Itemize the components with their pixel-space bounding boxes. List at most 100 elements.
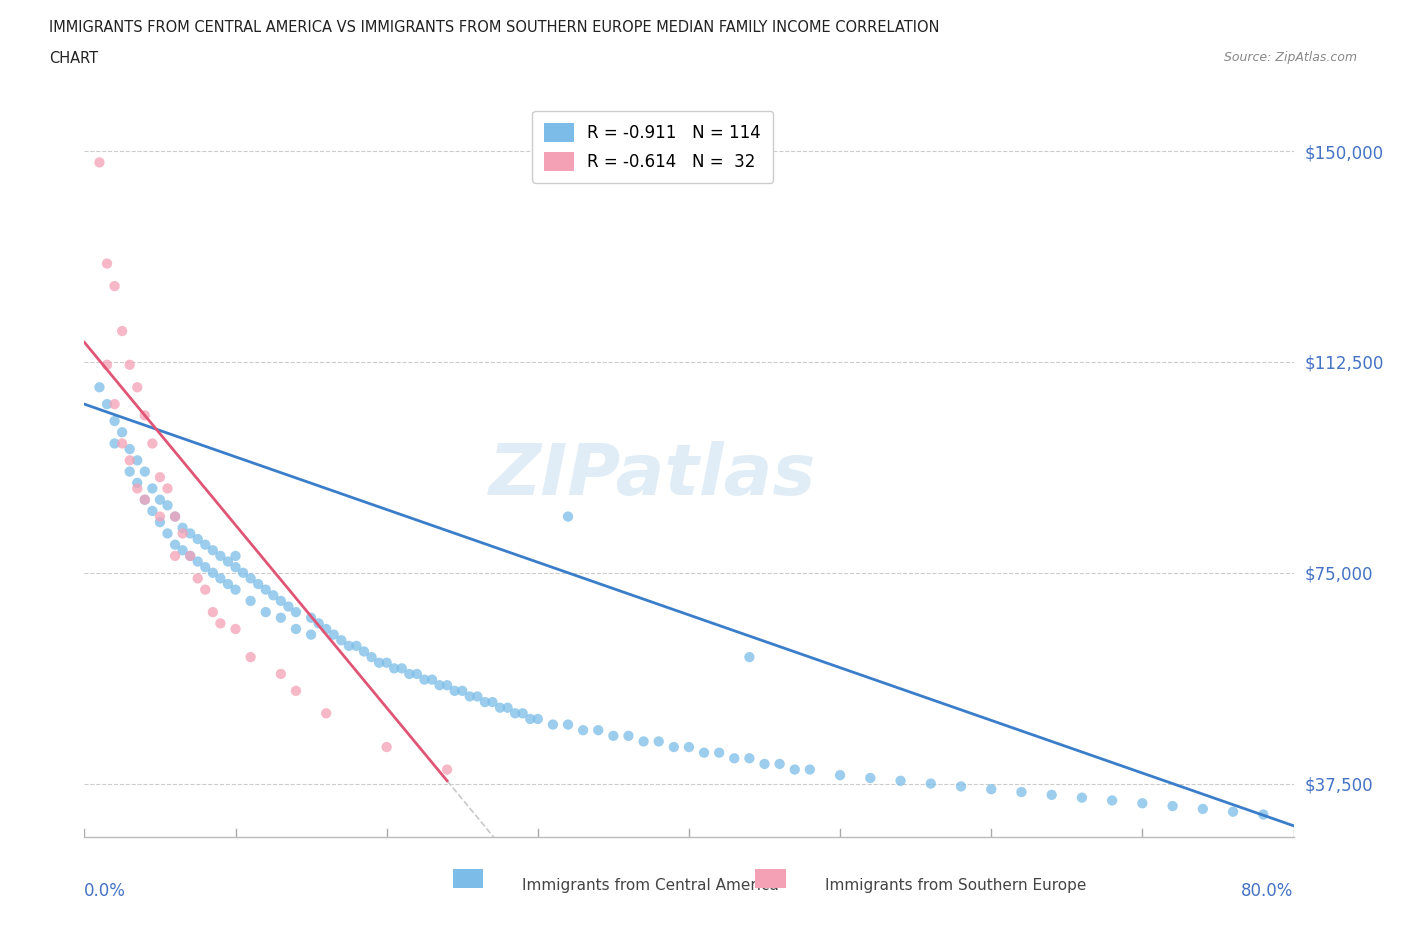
Point [315, 621, 337, 636]
Point [104, 279, 127, 294]
Point [232, 565, 254, 580]
Point [201, 565, 224, 580]
Point [1222, 804, 1244, 819]
Point [769, 756, 792, 771]
Point [420, 672, 443, 687]
Point [225, 549, 247, 564]
Point [353, 644, 375, 659]
Point [149, 514, 172, 529]
Point [346, 638, 368, 653]
Point [118, 453, 141, 468]
Point [738, 751, 761, 765]
Point [104, 436, 127, 451]
Point [617, 728, 640, 743]
Point [239, 593, 262, 608]
Point [187, 532, 209, 547]
Point [1130, 796, 1153, 811]
Point [1161, 799, 1184, 814]
Point [360, 650, 382, 665]
Point [217, 554, 239, 569]
Point [165, 549, 187, 564]
FancyBboxPatch shape [453, 870, 484, 888]
Point [209, 549, 232, 564]
Point [299, 610, 322, 625]
Point [285, 684, 308, 698]
Point [165, 509, 187, 524]
Point [141, 481, 163, 496]
Point [270, 593, 292, 608]
Point [375, 739, 398, 754]
Point [96, 357, 118, 372]
Point [187, 554, 209, 569]
Point [127, 453, 149, 468]
Point [156, 498, 179, 512]
Text: 0.0%: 0.0% [84, 883, 127, 900]
Point [104, 414, 127, 429]
Point [134, 464, 156, 479]
Point [754, 756, 776, 771]
Point [156, 481, 179, 496]
Point [337, 638, 360, 653]
Point [118, 464, 141, 479]
Point [830, 768, 852, 783]
Point [429, 678, 451, 693]
Point [489, 700, 512, 715]
Text: Source: ZipAtlas.com: Source: ZipAtlas.com [1223, 51, 1357, 64]
Point [783, 762, 806, 777]
Text: CHART: CHART [49, 51, 98, 66]
Point [179, 526, 201, 541]
Point [127, 379, 149, 394]
Point [512, 706, 534, 721]
Point [172, 526, 194, 541]
Point [920, 777, 942, 791]
Point [172, 543, 194, 558]
Point [322, 627, 344, 642]
Point [859, 771, 882, 786]
Point [1192, 802, 1215, 817]
Point [391, 661, 413, 676]
Text: IMMIGRANTS FROM CENTRAL AMERICA VS IMMIGRANTS FROM SOUTHERN EUROPE MEDIAN FAMILY: IMMIGRANTS FROM CENTRAL AMERICA VS IMMIG… [49, 20, 939, 35]
Point [602, 728, 624, 743]
Point [474, 695, 496, 710]
Point [527, 711, 550, 726]
Point [588, 723, 610, 737]
Point [375, 656, 398, 671]
Point [179, 549, 201, 564]
Point [156, 526, 179, 541]
Point [308, 616, 330, 631]
Point [141, 503, 163, 518]
Point [436, 762, 458, 777]
Point [1253, 807, 1275, 822]
Point [96, 397, 118, 412]
Point [89, 379, 111, 394]
Point [481, 695, 503, 710]
Point [557, 717, 579, 732]
Point [111, 425, 134, 440]
Point [239, 571, 262, 586]
Point [187, 571, 209, 586]
Point [209, 616, 232, 631]
Point [254, 582, 277, 597]
Point [1040, 788, 1063, 803]
Point [118, 357, 141, 372]
Point [633, 734, 655, 749]
Point [950, 779, 973, 794]
Legend: R = -0.911   N = 114, R = -0.614   N =  32: R = -0.911 N = 114, R = -0.614 N = 32 [533, 111, 773, 182]
Point [541, 717, 564, 732]
Point [262, 588, 284, 603]
Point [458, 689, 481, 704]
Point [111, 324, 134, 339]
Point [270, 610, 292, 625]
Point [201, 543, 224, 558]
Point [738, 650, 761, 665]
Point [172, 521, 194, 536]
Point [572, 723, 595, 737]
Point [285, 604, 308, 619]
Text: 80.0%: 80.0% [1241, 883, 1294, 900]
Point [201, 604, 224, 619]
Point [648, 734, 671, 749]
Point [225, 621, 247, 636]
Point [134, 492, 156, 507]
Point [368, 656, 391, 671]
Text: Immigrants from Central America: Immigrants from Central America [484, 879, 779, 894]
